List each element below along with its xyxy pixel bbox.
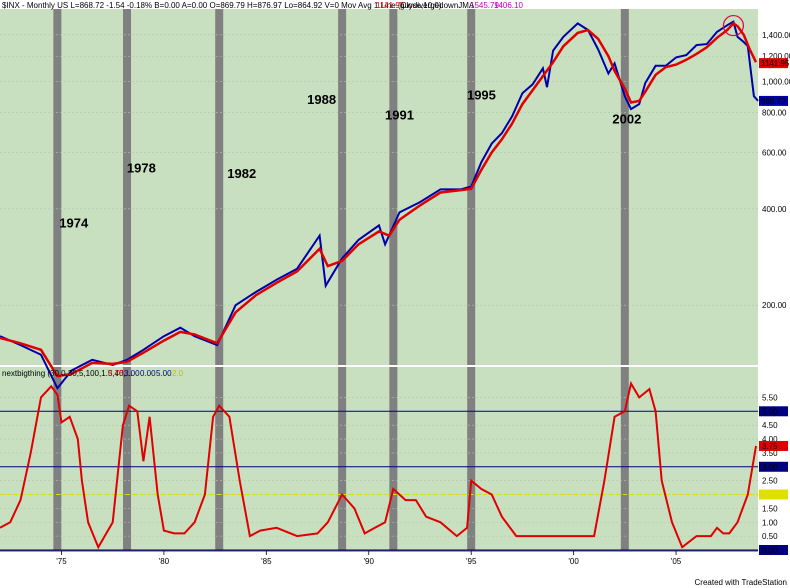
shade-band-lower-3 [338, 367, 347, 550]
price-line [0, 20, 759, 391]
shade-band-upper-1 [123, 9, 132, 365]
price-value-badge-label: 868.72 [761, 97, 786, 106]
price-tick-label: 1,400.00 [762, 31, 790, 40]
annotation-year-1982: 1982 [227, 166, 256, 181]
oscillator-v5: 2.0 [172, 369, 184, 378]
header-symbol-info: $INX - Monthly US L=868.72 -1.54 -0.18% … [2, 1, 442, 10]
x-tick-label: '90 [364, 557, 375, 566]
ma-value-badge [759, 58, 788, 69]
x-tick-label: '80 [159, 557, 170, 566]
x-tick-label: '05 [671, 557, 682, 566]
shade-band-upper-6 [620, 9, 629, 365]
header-indicator-name: guydivergedownJMA [400, 1, 475, 10]
level-badge-label: 5.00 [762, 407, 778, 416]
price-tick-label: 1,000.00 [762, 78, 790, 87]
oscillator-tick-label: 0.50 [762, 532, 778, 541]
annotation-year-2002: 2002 [612, 111, 641, 126]
price-tick-label: 600.00 [762, 149, 787, 158]
x-tick-label: '75 [56, 557, 67, 566]
oscillator-label: nextbigthing (30,0,30,5,100,1.5,40,... [2, 369, 132, 378]
oscillator-line [0, 380, 757, 550]
header-indicator-v1: 1545.79 [470, 1, 499, 10]
header-indicator-v2: 1406.10 [494, 1, 523, 10]
oscillator-tick-label: 5.50 [762, 393, 778, 402]
oscillator-series: 3.75 [0, 380, 788, 550]
oscillator-v4: 5.00 [156, 369, 172, 378]
x-tick-label: '00 [568, 557, 579, 566]
annotation-year-1988: 1988 [307, 92, 336, 107]
shade-band-lower-5 [467, 367, 476, 550]
ma-value-badge-label: 1141.95 [761, 59, 790, 68]
level-badge-label: 3.00 [762, 463, 778, 472]
shade-band-upper-2 [215, 9, 224, 365]
oscillator-tick-label: 1.50 [762, 504, 778, 513]
credit-text: Created with TradeStation [695, 578, 788, 587]
oscillator-v3: 0.00 [140, 369, 156, 378]
header-ma-value: 1141.95 [376, 1, 405, 10]
year-annotations: 1974 1978 1982 1988 1991 1995 2002 [59, 87, 641, 230]
shade-band-lower-6 [620, 367, 629, 550]
shade-band-lower-1 [123, 367, 132, 550]
price-tick-label: 1,200.00 [762, 52, 790, 61]
oscillator-tick-label: 1.00 [762, 518, 778, 527]
shade-band-lower-4 [389, 367, 398, 550]
price-panel-background [0, 9, 758, 365]
price-tick-label: 200.00 [762, 301, 787, 310]
oscillator-tick-label: 2.50 [762, 477, 778, 486]
moving-average-line [0, 21, 758, 378]
level-badge [759, 545, 788, 555]
x-tick-label: '95 [466, 557, 477, 566]
annotation-year-1995: 1995 [467, 87, 496, 102]
level-badge [759, 461, 788, 472]
price-series: 1141.95 868.72 [0, 14, 790, 391]
annotation-year-1991: 1991 [385, 108, 414, 123]
x-tick-label: '85 [261, 557, 272, 566]
shade-band-lower-0 [53, 367, 62, 550]
annotation-year-1978: 1978 [127, 160, 156, 175]
yellow-level-badge [759, 489, 788, 500]
price-value-badge [759, 95, 788, 106]
price-tick-label: 400.00 [762, 205, 787, 214]
oscillator-value-badge [759, 440, 788, 451]
oscillator-v2: 3.00 [124, 369, 140, 378]
level-badge [759, 406, 788, 417]
price-tick-label: 800.00 [762, 109, 787, 118]
shade-band-upper-3 [338, 9, 347, 365]
oscillator-tick-label: 3.50 [762, 449, 778, 458]
oscillator-v1: 3.75 [108, 369, 124, 378]
shade-band-lower-2 [215, 367, 224, 550]
shade-band-upper-0 [53, 9, 62, 365]
price-axis: 200.00 400.00 600.00 800.00 1,000.00 1,200.00… [0, 31, 790, 310]
level-badge-label: 0.00 [762, 546, 778, 555]
peak-marker-circle [722, 14, 745, 37]
oscillator-tick-label: 4.50 [762, 421, 778, 430]
annotation-year-1974: 1974 [59, 215, 89, 230]
oscillator-value-badge-label: 3.75 [762, 442, 778, 451]
shade-band-upper-4 [389, 9, 398, 365]
x-axis: '75 '80 '85 '90 '95 '00 '05 [0, 550, 758, 566]
oscillator-tick-label: 4.00 [762, 435, 778, 444]
